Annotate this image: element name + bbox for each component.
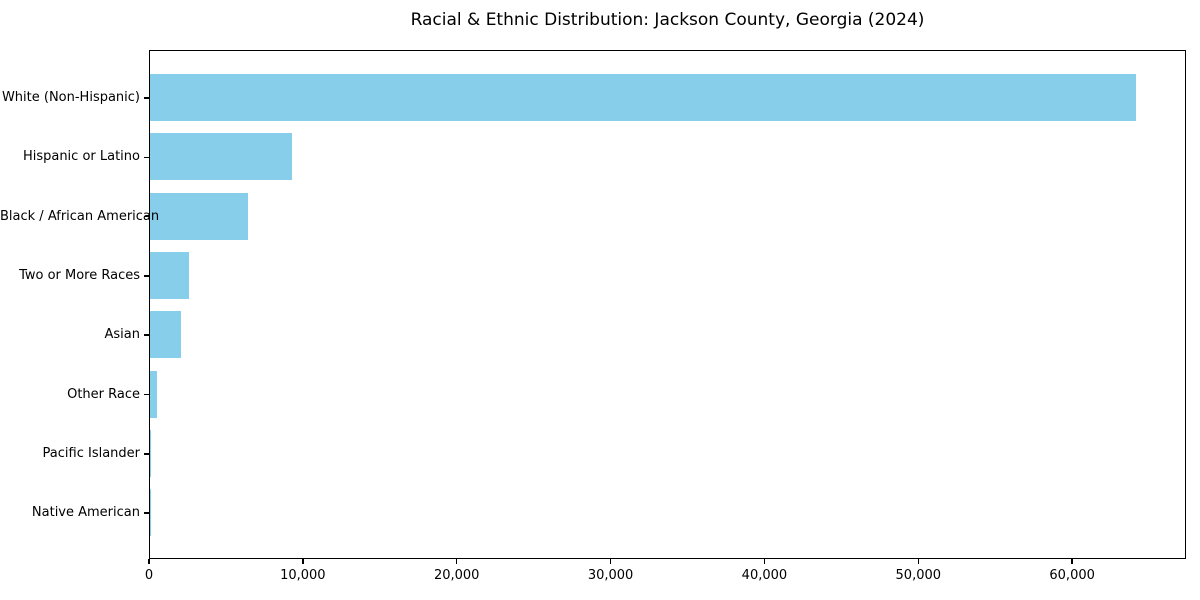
y-tick-mark [144,393,149,396]
x-tick-label: 10,000 [280,568,326,583]
x-tick-label: 40,000 [741,568,788,583]
y-tick-label: Native American [31,505,140,521]
y-tick-label: Two or More Races [19,267,140,283]
y-tick-mark [144,512,149,514]
bar [150,311,181,359]
y-tick-mark [144,453,149,455]
bar [150,370,157,418]
y-tick-label: White (Non-Hispanic) [1,90,140,105]
x-tick-label: 60,000 [1049,568,1095,583]
y-tick-label: Pacific Islander [42,445,140,461]
y-tick-label: Black / African American [0,208,160,224]
x-tick-mark [609,559,612,564]
plot-area [149,50,1186,559]
bar [150,251,189,299]
y-tick-label: Other Race [67,386,140,402]
bar [150,74,1137,121]
bar [150,192,248,240]
x-tick-mark [1071,559,1073,564]
x-tick-mark [455,559,458,564]
y-tick-mark [144,97,149,99]
y-tick-label: Hispanic or Latino [22,149,140,165]
y-tick-label: Asian [104,327,140,343]
bar [150,429,151,477]
x-tick-mark [917,559,920,564]
x-tick-mark [763,559,766,564]
y-tick-mark [144,215,149,218]
chart-title: Racial & Ethnic Distribution: Jackson Co… [410,10,925,30]
x-tick-mark [148,559,150,564]
x-tick-label: 20,000 [433,568,480,583]
x-tick-label: 50,000 [895,568,942,583]
x-tick-mark [302,559,304,564]
x-tick-label: 30,000 [587,568,634,583]
bar [150,489,151,537]
x-tick-label: 0 [144,568,154,583]
y-tick-mark [144,275,149,277]
bar [150,133,292,181]
y-tick-mark [144,156,149,159]
y-tick-mark [144,334,149,336]
